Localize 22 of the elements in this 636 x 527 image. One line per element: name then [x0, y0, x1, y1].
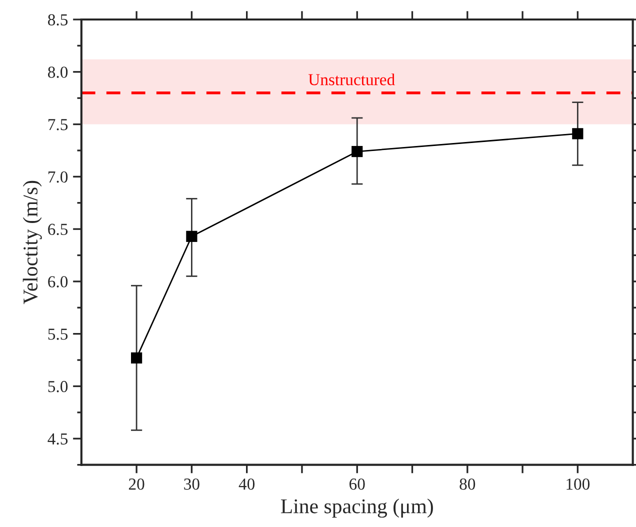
x-tick-label: 40 — [238, 478, 255, 490]
y-axis-title: Veloctity (m/s) — [22, 180, 42, 304]
y-tick-label: 7.0 — [48, 171, 68, 183]
point — [572, 128, 584, 140]
x-tick-label: 20 — [128, 478, 144, 490]
point — [186, 230, 198, 242]
x-tick-label: 30 — [184, 478, 200, 490]
x-tick-label: 100 — [566, 478, 590, 490]
x-axis-title: Line spacing (μm) — [280, 498, 433, 518]
x-tick-label: 60 — [349, 478, 365, 490]
y-tick-label: 6.0 — [48, 276, 68, 288]
y-tick-label: 8.0 — [48, 66, 68, 78]
ref-line-label: Unstructured — [308, 74, 395, 86]
y-tick-label: 4.5 — [48, 433, 68, 445]
x-tick-label: 80 — [460, 478, 476, 490]
point — [352, 146, 363, 158]
y-tick-label: 5.0 — [48, 380, 68, 392]
y-tick-label: 5.5 — [48, 328, 68, 340]
point — [130, 352, 142, 364]
y-tick-label: 7.5 — [48, 119, 68, 130]
y-tick-label: 8.5 — [48, 14, 68, 26]
y-tick-label: 6.5 — [48, 224, 68, 236]
